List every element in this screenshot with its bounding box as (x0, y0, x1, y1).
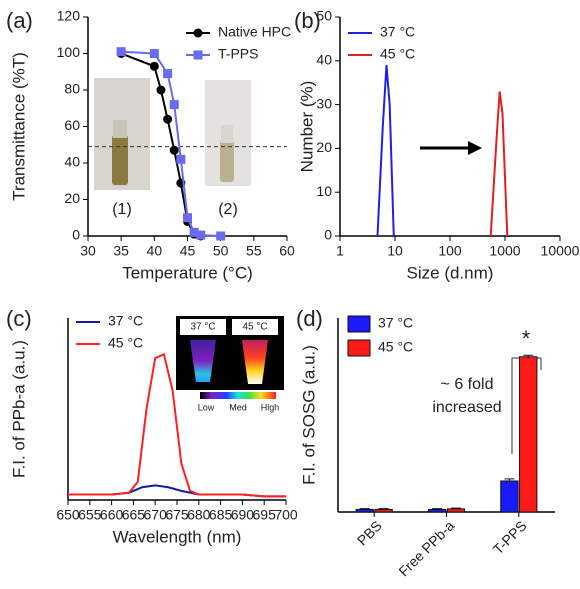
x-tick-label: 60 (279, 243, 295, 259)
legend-label: 45 °C (380, 46, 415, 62)
point (163, 69, 173, 79)
y-tick-label: 0 (72, 227, 80, 243)
panel-label: (c) (6, 306, 32, 331)
inset-label: High (261, 402, 280, 412)
x-tick-label: Free PPb-a (395, 517, 457, 579)
legend-label: Native HPC (218, 24, 291, 40)
y-tick-label: 100 (57, 44, 81, 60)
y-tick-label: 60 (64, 117, 80, 133)
legend-swatch (347, 339, 371, 357)
inset-label: Med (229, 402, 247, 412)
legend-label: 45 °C (378, 339, 413, 355)
y-axis-title: F.I. of PPb-a (a.u.) (9, 340, 28, 478)
legend-label: 45 °C (108, 335, 143, 351)
inset-label: 37 °C (190, 322, 215, 333)
y-tick-label: 10 (316, 183, 332, 199)
y-tick-label: 20 (316, 139, 332, 155)
x-axis-title: Temperature (°C) (122, 263, 253, 282)
x-tick-label: PBS (354, 517, 385, 548)
arrow (420, 141, 482, 155)
x-tick-label: 1000 (489, 243, 520, 259)
point (189, 227, 199, 237)
x-tick-label: 700 (274, 507, 298, 523)
panel-label: (d) (296, 306, 323, 331)
line (489, 91, 509, 237)
bar (519, 356, 538, 513)
line (68, 353, 286, 498)
x-axis-title: Size (d.nm) (407, 263, 494, 282)
y-tick-label: 30 (316, 95, 332, 111)
y-tick-label: 20 (64, 190, 80, 206)
y-tick-label: 80 (64, 81, 80, 97)
legend-label: 37 °C (380, 24, 415, 40)
inset-label: 45 °C (242, 322, 267, 333)
x-tick-label: 50 (213, 243, 229, 259)
point (183, 213, 192, 223)
y-tick-label: 0 (324, 227, 332, 243)
inset-label: Low (198, 402, 215, 412)
vial-photo (94, 78, 150, 190)
y-axis-title: F.I. of SOSG (a.u.) (299, 345, 318, 485)
x-tick-label: 690 (231, 507, 255, 523)
x-axis-title: Wavelength (nm) (113, 527, 242, 546)
x-tick-label: 55 (246, 243, 262, 259)
point (116, 47, 126, 57)
legend-label: 37 °C (108, 313, 143, 329)
annotation: (1) (112, 201, 132, 218)
x-tick-label: 655 (78, 507, 102, 523)
x-tick-label: 660 (100, 507, 124, 523)
legend-marker (193, 50, 203, 60)
point (196, 230, 206, 240)
legend-swatch (347, 315, 371, 333)
point (176, 154, 186, 164)
x-tick-label: 45 (180, 243, 196, 259)
y-axis-title: Number (%) (297, 81, 316, 173)
legend-marker (193, 28, 203, 38)
x-tick-label: 650 (56, 507, 80, 523)
thermal-inset (176, 316, 284, 399)
x-tick-label: 665 (122, 507, 146, 523)
y-tick-label: 40 (64, 154, 80, 170)
panel-label: (a) (6, 8, 33, 33)
annotation: ~ 6 fold (441, 376, 494, 393)
vial-photo (205, 80, 251, 186)
bar (500, 480, 519, 513)
x-tick-label: 40 (147, 243, 163, 259)
x-tick-label: 675 (165, 507, 189, 523)
point (149, 61, 159, 71)
x-tick-label: 30 (80, 243, 96, 259)
annotation: (2) (218, 201, 238, 218)
x-tick-label: 685 (209, 507, 233, 523)
x-tick-label: 670 (144, 507, 168, 523)
point (149, 49, 159, 58)
legend-label: 37 °C (378, 315, 413, 331)
y-tick-label: 40 (316, 52, 332, 68)
x-tick-label: 1 (336, 243, 344, 259)
point (169, 100, 179, 110)
line (376, 65, 395, 237)
x-tick-label: T-PPS (490, 517, 530, 557)
y-axis-title: Transmittance (%T) (9, 52, 28, 201)
x-tick-label: 10000 (541, 243, 580, 259)
y-tick-label: 120 (57, 8, 81, 24)
x-tick-label: 100 (438, 243, 462, 259)
y-tick-label: 50 (316, 8, 332, 24)
x-tick-label: 695 (253, 507, 277, 523)
x-tick-label: 10 (387, 243, 403, 259)
x-tick-label: 35 (113, 243, 129, 259)
annotation: * (522, 326, 531, 351)
point (163, 114, 173, 124)
legend-label: T-PPS (218, 46, 258, 62)
annotation: increased (432, 399, 501, 416)
panel-label: (b) (294, 8, 321, 33)
x-tick-label: 680 (187, 507, 211, 523)
point (216, 231, 226, 241)
point (169, 145, 179, 155)
point (156, 85, 166, 95)
